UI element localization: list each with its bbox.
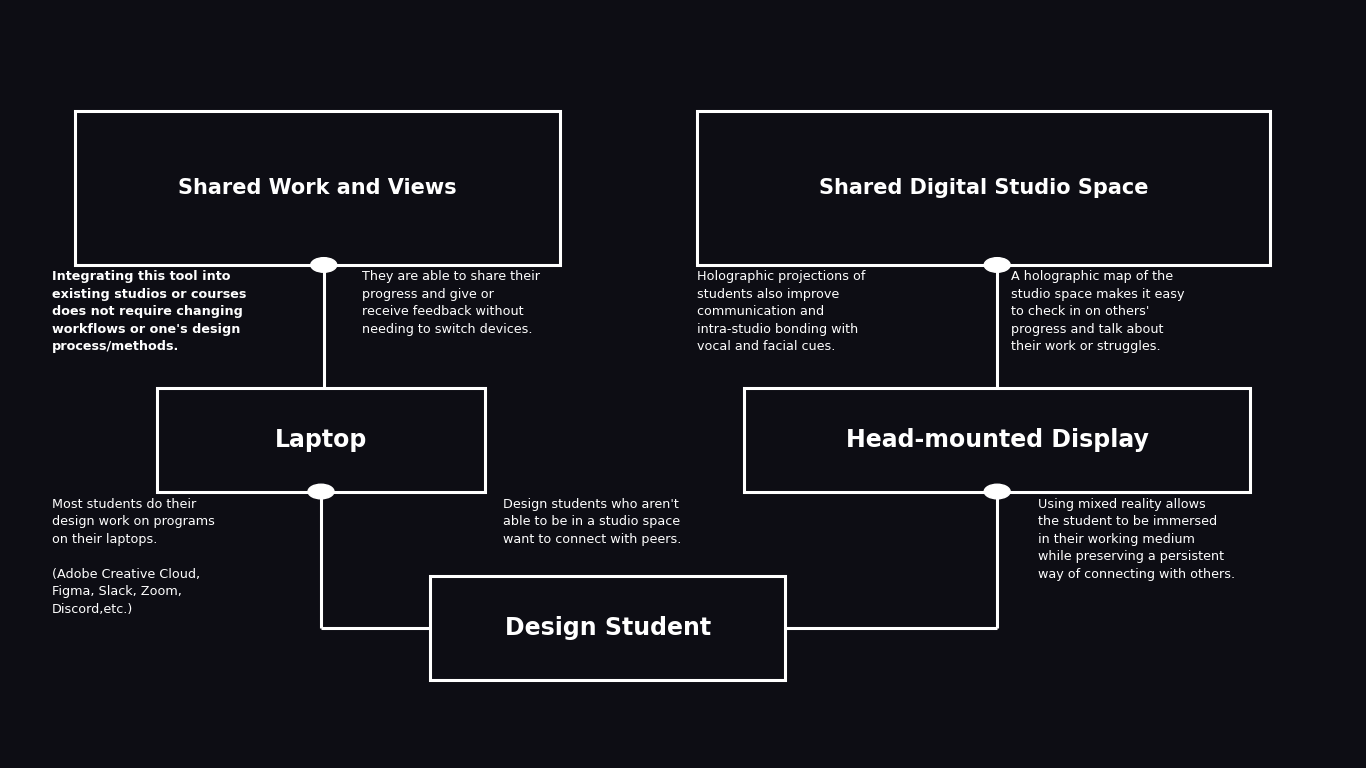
FancyBboxPatch shape [157,388,485,492]
Text: Using mixed reality allows
the student to be immersed
in their working medium
wh: Using mixed reality allows the student t… [1038,498,1235,581]
Text: Laptop: Laptop [275,428,367,452]
Text: Design Student: Design Student [505,616,710,640]
Circle shape [309,485,333,499]
Text: They are able to share their
progress and give or
receive feedback without
needi: They are able to share their progress an… [362,270,540,336]
Text: Shared Digital Studio Space: Shared Digital Studio Space [818,178,1149,198]
Text: Most students do their
design work on programs
on their laptops.

(Adobe Creativ: Most students do their design work on pr… [52,498,214,616]
FancyBboxPatch shape [697,111,1270,265]
FancyBboxPatch shape [744,388,1250,492]
Text: Head-mounted Display: Head-mounted Display [846,428,1149,452]
Circle shape [311,258,336,273]
FancyBboxPatch shape [430,576,785,680]
Text: A holographic map of the
studio space makes it easy
to check in on others'
progr: A holographic map of the studio space ma… [1011,270,1184,353]
Circle shape [984,258,1009,273]
Text: Design students who aren't
able to be in a studio space
want to connect with pee: Design students who aren't able to be in… [503,498,682,545]
Text: Holographic projections of
students also improve
communication and
intra-studio : Holographic projections of students also… [697,270,865,353]
Text: Integrating this tool into
existing studios or courses
does not require changing: Integrating this tool into existing stud… [52,270,246,353]
Text: Shared Work and Views: Shared Work and Views [179,178,456,198]
FancyBboxPatch shape [75,111,560,265]
Circle shape [984,485,1009,499]
